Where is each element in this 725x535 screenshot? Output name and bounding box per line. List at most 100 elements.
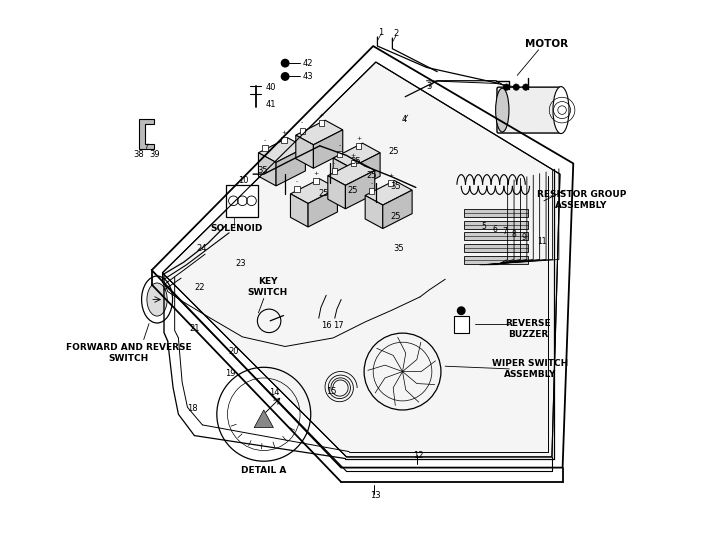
Ellipse shape (553, 87, 569, 134)
Bar (319, 120, 324, 126)
Bar (464, 209, 528, 217)
Polygon shape (296, 120, 343, 145)
Text: 5: 5 (481, 222, 486, 231)
Polygon shape (345, 170, 375, 209)
Bar (351, 160, 356, 166)
Text: 43: 43 (303, 72, 313, 81)
Bar (281, 137, 286, 143)
Text: 17: 17 (334, 320, 344, 330)
Polygon shape (313, 130, 343, 168)
Bar (226, 185, 258, 217)
Text: 25: 25 (348, 186, 358, 195)
Bar (337, 151, 342, 157)
Text: +: + (281, 130, 286, 135)
Polygon shape (334, 143, 380, 167)
Text: 11: 11 (537, 237, 547, 246)
Bar (356, 143, 362, 149)
Text: MOTOR: MOTOR (525, 39, 568, 49)
Text: 25: 25 (390, 212, 401, 221)
Polygon shape (276, 148, 305, 186)
Bar (464, 256, 528, 264)
Text: 38: 38 (133, 150, 144, 159)
Polygon shape (365, 180, 412, 205)
Text: 20: 20 (228, 347, 239, 356)
Bar (294, 186, 299, 192)
Text: KEY
SWITCH: KEY SWITCH (247, 278, 288, 297)
Polygon shape (365, 195, 383, 228)
Text: FORWARD AND REVERSE
SWITCH: FORWARD AND REVERSE SWITCH (66, 343, 191, 363)
Circle shape (523, 84, 529, 90)
Polygon shape (296, 135, 313, 168)
Text: +: + (388, 173, 394, 178)
Text: 40: 40 (265, 82, 276, 91)
Text: 4: 4 (402, 114, 407, 124)
Text: -: - (296, 179, 298, 184)
Text: 9: 9 (521, 233, 526, 242)
Text: 39: 39 (149, 150, 160, 159)
Circle shape (457, 307, 465, 315)
Text: 19: 19 (225, 369, 236, 378)
Text: 12: 12 (413, 451, 424, 460)
Text: 35: 35 (351, 157, 361, 166)
Text: RESISTOR GROUP
ASSEMBLY: RESISTOR GROUP ASSEMBLY (536, 190, 626, 210)
Text: 23: 23 (236, 259, 246, 268)
Text: -: - (264, 138, 266, 143)
Bar (313, 178, 319, 184)
Text: -: - (301, 120, 303, 126)
Polygon shape (351, 153, 380, 191)
Bar (299, 128, 305, 134)
Text: 18: 18 (188, 404, 198, 414)
Circle shape (281, 73, 289, 80)
Polygon shape (258, 138, 305, 163)
Text: SOLENOID: SOLENOID (210, 224, 262, 233)
Text: 21: 21 (189, 324, 199, 333)
FancyBboxPatch shape (497, 87, 562, 133)
Text: 13: 13 (370, 491, 381, 500)
Text: 35: 35 (390, 182, 401, 191)
Circle shape (503, 84, 510, 90)
Text: 10: 10 (239, 176, 249, 185)
Polygon shape (383, 190, 412, 228)
Polygon shape (291, 194, 308, 227)
Text: 16: 16 (321, 320, 331, 330)
Polygon shape (328, 175, 345, 209)
Polygon shape (162, 62, 560, 457)
Text: 25: 25 (388, 147, 399, 156)
Polygon shape (328, 161, 375, 185)
Text: 22: 22 (194, 283, 205, 292)
Polygon shape (334, 158, 351, 191)
Text: 42: 42 (303, 59, 313, 67)
Text: REVERSE
BUZZER: REVERSE BUZZER (505, 319, 551, 339)
Text: WIPER SWITCH
ASSEMBLY: WIPER SWITCH ASSEMBLY (492, 359, 568, 379)
Text: 24: 24 (196, 244, 207, 254)
Circle shape (513, 84, 519, 90)
Text: 6: 6 (492, 225, 497, 234)
Text: 35: 35 (257, 166, 268, 175)
Text: 8: 8 (512, 230, 516, 239)
Text: -: - (370, 181, 373, 186)
Text: -: - (339, 143, 341, 149)
Text: 15: 15 (326, 387, 337, 396)
Bar (464, 232, 528, 240)
Bar (464, 244, 528, 252)
Bar (262, 146, 268, 151)
Ellipse shape (141, 276, 173, 323)
Text: 35: 35 (394, 244, 404, 254)
Polygon shape (291, 179, 337, 203)
Text: 1: 1 (378, 28, 384, 37)
Text: -: - (333, 161, 336, 166)
Text: +: + (313, 171, 319, 176)
Text: 2: 2 (394, 29, 399, 39)
Bar (331, 168, 337, 174)
Bar (454, 316, 468, 333)
Text: +: + (319, 112, 324, 118)
Bar (369, 188, 374, 194)
Text: 25: 25 (319, 189, 329, 198)
Bar (464, 220, 528, 228)
Text: 3: 3 (426, 81, 432, 90)
Polygon shape (258, 153, 276, 186)
Polygon shape (308, 188, 337, 227)
Text: 7: 7 (502, 227, 507, 236)
Bar (388, 180, 394, 186)
Text: +: + (351, 153, 356, 158)
